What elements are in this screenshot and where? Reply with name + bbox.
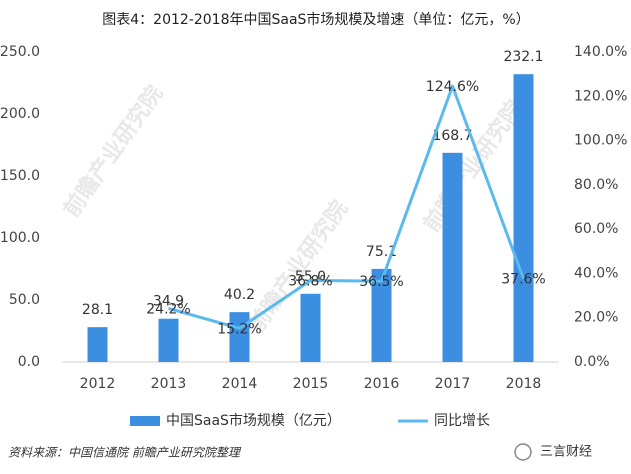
watermark: 前瞻产业研究院 [59,81,169,222]
bar [513,74,534,363]
y2-tick-label: 100.0% [574,133,627,149]
y2-tick-label: 120.0% [574,88,627,104]
y-tick-label: 200.0 [0,106,40,122]
brand-icon [514,443,532,461]
x-tick-label: 2015 [293,376,329,392]
bar [300,293,321,362]
bar [371,268,392,362]
source: 资料来源：中国信通院 前瞻产业研究院整理 [8,446,242,460]
data-label: 124.6% [426,79,479,95]
line [168,84,525,330]
data-label: 36.8% [288,274,332,290]
y-tick-label: 0.0 [18,354,40,370]
data-label: 232.1 [503,49,543,65]
x-tick-label: 2014 [222,376,258,392]
data-label: 24.2% [146,301,190,317]
x-tick-label: 2013 [151,376,187,392]
data-label: 168.7 [432,128,472,144]
y-tick-label: 100.0 [0,230,40,246]
x-tick-label: 2017 [435,376,471,392]
x-tick-label: 2016 [364,376,400,392]
y2-tick-label: 0.0% [574,354,610,370]
data-label: 34.9 [153,294,184,310]
y2-tick-label: 40.0% [574,265,618,281]
chart-title: 图表4：2012-2018年中国SaaS市场规模及增速（单位：亿元，%） [102,11,529,28]
legend-label: 同比增长 [434,413,490,429]
data-label: 37.6% [501,272,545,288]
brand: 三言财经 [540,445,592,460]
bar [158,318,179,362]
bar [442,152,463,362]
y-tick-label: 150.0 [0,168,40,184]
data-label: 28.1 [82,302,113,318]
y-tick-label: 50.0 [9,292,40,308]
legend-swatch [130,416,160,426]
data-label: 36.5% [359,274,403,290]
legend-label: 中国SaaS市场规模（亿元） [166,412,341,429]
y2-tick-label: 60.0% [574,221,618,237]
data-label: 15.2% [217,321,261,337]
y2-tick-label: 80.0% [574,177,618,193]
y-tick-label: 250.0 [0,44,40,60]
bar [87,327,108,362]
watermark: 前瞻产业研究院 [419,96,529,237]
y2-tick-label: 140.0% [574,44,627,60]
data-label: 40.2 [224,287,255,303]
y2-tick-label: 20.0% [574,310,618,326]
x-tick-label: 2018 [506,376,542,392]
x-tick-label: 2012 [80,376,116,392]
